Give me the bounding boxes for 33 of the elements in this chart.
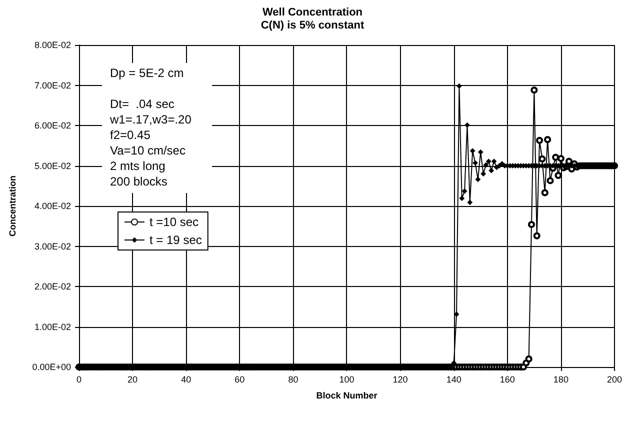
y-tick-label: 4.00E-02 (34, 201, 71, 211)
x-tick-label: 100 (339, 374, 354, 384)
y-tick-label: 1.00E-02 (34, 322, 71, 332)
chart-subtitle: C(N) is 5% constant (260, 20, 364, 32)
x-axis-title: Block Number (316, 390, 378, 400)
legend-label: t =10 sec (150, 215, 199, 229)
y-tick-label: 6.00E-02 (34, 120, 71, 130)
y-tick-label: 5.00E-02 (34, 160, 71, 171)
x-tick-label: 160 (500, 374, 515, 384)
x-tick-label: 20 (128, 374, 138, 384)
x-tick-label: 80 (288, 374, 298, 384)
y-tick-label: 3.00E-02 (34, 241, 71, 252)
chart-title: Well Concentration (262, 6, 363, 18)
annotation: w1=.17,w3=.20 (109, 112, 192, 126)
legend-label: t = 19 sec (150, 233, 202, 247)
annotation: f2=0.45 (110, 128, 151, 142)
annotation: Va=10 cm/sec (110, 144, 186, 158)
annotation: Dp = 5E-2 cm (110, 66, 184, 80)
x-tick-label: 120 (392, 374, 408, 384)
x-tick-label: 140 (446, 374, 462, 384)
x-tick-label: 40 (181, 374, 192, 384)
x-tick-label: 0 (76, 374, 82, 384)
annotation: 200 blocks (110, 174, 168, 188)
x-tick-label: 180 (553, 374, 568, 384)
y-tick-label: 7.00E-02 (34, 80, 71, 90)
y-tick-label: 8.00E-02 (34, 40, 71, 50)
y-tick-label: 0.00E+00 (32, 362, 71, 372)
annotation: 2 mts long (110, 159, 166, 173)
x-tick-label: 200 (606, 374, 622, 384)
annotation: Dt= .04 sec (110, 97, 174, 111)
y-axis-title: Concentration (8, 175, 18, 237)
x-tick-label: 60 (234, 374, 245, 384)
y-tick-label: 2.00E-02 (34, 282, 71, 292)
